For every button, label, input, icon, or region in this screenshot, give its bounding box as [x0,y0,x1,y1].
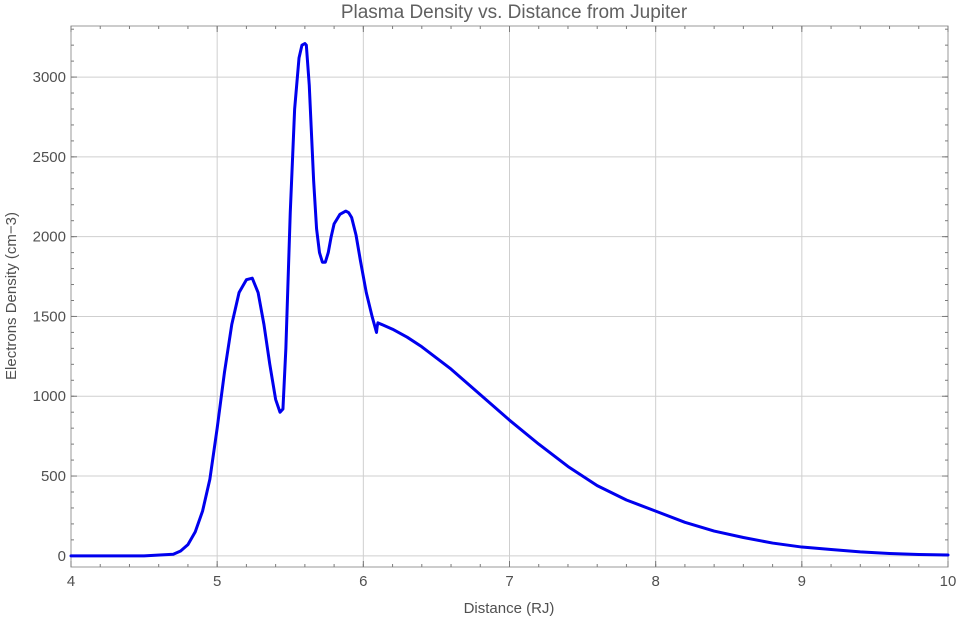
y-tick-labels: 0 500 1000 1500 2000 2500 3000 [33,69,66,565]
y-tick-label: 0 [58,548,66,565]
x-tick-label: 4 [67,573,75,590]
x-tick-label: 5 [213,573,221,590]
x-tick-label: 9 [798,573,806,590]
x-axis-label: Distance (RJ) [464,600,555,617]
y-tick-label: 1500 [33,308,66,325]
x-tick-labels: 4 5 6 7 8 9 10 [67,573,957,590]
grid-lines [71,26,948,567]
x-tick-label: 10 [940,573,957,590]
y-tick-label: 500 [41,468,66,485]
y-tick-label: 2500 [33,149,66,166]
x-tick-label: 8 [651,573,659,590]
series-line-electron-density [69,42,950,558]
y-axis-label: Electrons Density (cm−3) [3,212,20,380]
y-tick-label: 1000 [33,388,66,405]
chart-title: Plasma Density vs. Distance from Jupiter [341,2,688,23]
x-tick-label: 6 [359,573,367,590]
y-tick-label: 3000 [33,69,66,86]
axis-ticks [70,26,949,567]
x-tick-label: 7 [505,573,513,590]
y-tick-label: 2000 [33,229,66,246]
